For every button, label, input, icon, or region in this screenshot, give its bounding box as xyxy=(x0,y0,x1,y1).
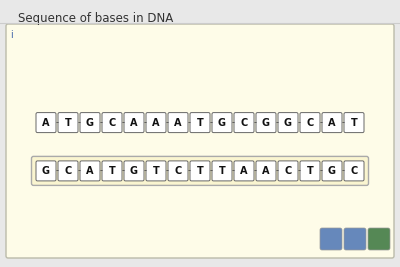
FancyBboxPatch shape xyxy=(344,113,364,133)
FancyBboxPatch shape xyxy=(190,161,210,181)
Text: T: T xyxy=(109,166,115,176)
Text: Sequence of bases in DNA: Sequence of bases in DNA xyxy=(18,12,173,25)
FancyBboxPatch shape xyxy=(124,113,144,133)
Text: T: T xyxy=(351,117,357,128)
FancyBboxPatch shape xyxy=(190,113,210,133)
FancyBboxPatch shape xyxy=(58,161,78,181)
FancyBboxPatch shape xyxy=(234,161,254,181)
Text: A: A xyxy=(42,117,50,128)
Text: T: T xyxy=(65,117,71,128)
Text: C: C xyxy=(306,117,314,128)
Text: -: - xyxy=(144,118,146,127)
Text: -: - xyxy=(320,118,322,127)
Text: -: - xyxy=(166,166,168,175)
Text: G: G xyxy=(328,166,336,176)
Text: -: - xyxy=(100,118,102,127)
Text: -: - xyxy=(100,166,102,175)
Text: C: C xyxy=(64,166,72,176)
Text: G: G xyxy=(42,166,50,176)
Text: -: - xyxy=(122,118,124,127)
FancyBboxPatch shape xyxy=(168,161,188,181)
Text: A: A xyxy=(86,166,94,176)
Text: -: - xyxy=(210,166,212,175)
Text: -: - xyxy=(56,118,58,127)
FancyBboxPatch shape xyxy=(212,113,232,133)
Text: -: - xyxy=(144,166,146,175)
Text: G: G xyxy=(86,117,94,128)
Text: -: - xyxy=(56,166,58,175)
Text: A: A xyxy=(262,166,270,176)
Text: -: - xyxy=(276,118,278,127)
Text: T: T xyxy=(197,166,203,176)
FancyBboxPatch shape xyxy=(32,156,368,185)
FancyBboxPatch shape xyxy=(322,161,342,181)
FancyBboxPatch shape xyxy=(80,113,100,133)
FancyBboxPatch shape xyxy=(256,113,276,133)
FancyBboxPatch shape xyxy=(36,113,56,133)
Text: T: T xyxy=(197,117,203,128)
Text: A: A xyxy=(240,166,248,176)
Text: G: G xyxy=(262,117,270,128)
Text: -: - xyxy=(320,166,322,175)
FancyBboxPatch shape xyxy=(146,113,166,133)
Text: A: A xyxy=(328,117,336,128)
FancyBboxPatch shape xyxy=(6,24,394,258)
Text: -: - xyxy=(232,118,234,127)
Text: -: - xyxy=(342,118,344,127)
FancyBboxPatch shape xyxy=(344,161,364,181)
Text: -: - xyxy=(78,118,80,127)
Text: -: - xyxy=(188,166,190,175)
Text: -: - xyxy=(166,118,168,127)
FancyBboxPatch shape xyxy=(234,113,254,133)
Text: A: A xyxy=(174,117,182,128)
Text: T: T xyxy=(219,166,225,176)
Text: -: - xyxy=(276,166,278,175)
FancyBboxPatch shape xyxy=(256,161,276,181)
FancyBboxPatch shape xyxy=(36,161,56,181)
FancyBboxPatch shape xyxy=(212,161,232,181)
FancyBboxPatch shape xyxy=(278,113,298,133)
Text: -: - xyxy=(342,166,344,175)
FancyBboxPatch shape xyxy=(322,113,342,133)
Text: i: i xyxy=(10,30,13,40)
FancyBboxPatch shape xyxy=(80,161,100,181)
FancyBboxPatch shape xyxy=(124,161,144,181)
Text: T: T xyxy=(153,166,159,176)
FancyBboxPatch shape xyxy=(146,161,166,181)
Text: C: C xyxy=(284,166,292,176)
FancyBboxPatch shape xyxy=(300,113,320,133)
Text: -: - xyxy=(232,166,234,175)
Text: G: G xyxy=(284,117,292,128)
FancyBboxPatch shape xyxy=(320,228,342,250)
Text: -: - xyxy=(122,166,124,175)
FancyBboxPatch shape xyxy=(344,228,366,250)
Text: T: T xyxy=(307,166,313,176)
Text: C: C xyxy=(108,117,116,128)
Text: G: G xyxy=(130,166,138,176)
Text: G: G xyxy=(218,117,226,128)
Text: C: C xyxy=(350,166,358,176)
Text: -: - xyxy=(188,118,190,127)
FancyBboxPatch shape xyxy=(368,228,390,250)
Text: C: C xyxy=(174,166,182,176)
FancyBboxPatch shape xyxy=(102,113,122,133)
FancyBboxPatch shape xyxy=(168,113,188,133)
Text: C: C xyxy=(240,117,248,128)
Text: -: - xyxy=(298,118,300,127)
FancyBboxPatch shape xyxy=(300,161,320,181)
Text: A: A xyxy=(130,117,138,128)
Text: -: - xyxy=(254,166,256,175)
FancyBboxPatch shape xyxy=(278,161,298,181)
Text: -: - xyxy=(298,166,300,175)
Text: -: - xyxy=(254,118,256,127)
FancyBboxPatch shape xyxy=(58,113,78,133)
Text: A: A xyxy=(152,117,160,128)
FancyBboxPatch shape xyxy=(102,161,122,181)
Text: -: - xyxy=(78,166,80,175)
Text: -: - xyxy=(210,118,212,127)
